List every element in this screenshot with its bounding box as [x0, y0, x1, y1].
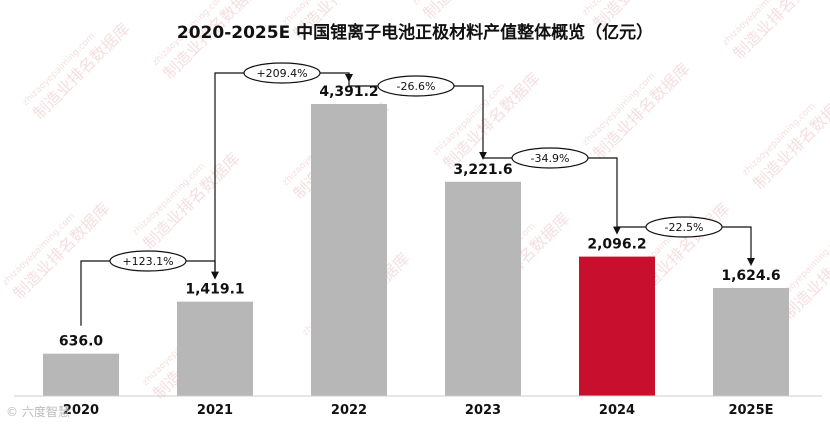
watermark-text: 制造业排名数据库 — [139, 149, 243, 253]
change-connector: -34.9% — [482, 147, 621, 235]
change-pill — [109, 250, 187, 272]
change-label: -26.6% — [397, 80, 436, 93]
bar-2020 — [43, 353, 119, 396]
change-pill — [511, 147, 589, 169]
value-label-2023: 3,221.6 — [453, 162, 512, 178]
watermark-text: 制造业排名数据库 — [29, 19, 133, 123]
bar-2025E — [713, 287, 789, 396]
watermark-text: 制造业排名数据库 — [419, 0, 523, 23]
change-connector: -26.6% — [348, 75, 487, 160]
x-axis-labels: 2020 2021 2022 2023 2024 2025E — [63, 403, 774, 418]
corner-mark: © 六度智慧 — [6, 404, 70, 419]
bar-2023 — [445, 181, 521, 396]
change-connector: -22.5% — [616, 216, 755, 266]
value-label-2025E: 1,624.6 — [721, 268, 780, 284]
watermark-text: 制造业排名数据库 — [749, 89, 830, 193]
change-connectors: +123.1% +209.4% -26.6% -34.9% -22.5% — [80, 62, 755, 326]
change-pill — [243, 62, 321, 84]
change-pill — [645, 216, 723, 238]
x-tick-label-2024: 2024 — [599, 403, 635, 418]
value-label-2022: 4,391.2 — [319, 84, 378, 100]
chart-title: 2020-2025E 中国锂离子电池正极材料产值整体概览（亿元） — [177, 22, 653, 43]
value-labels: 636.0 1,419.1 4,391.2 3,221.6 2,096.2 1,624.6 — [59, 84, 781, 350]
bar-2021 — [177, 301, 253, 396]
watermark-text: 制造业排名数据库 — [9, 199, 113, 303]
x-tick-label-2025E: 2025E — [728, 403, 773, 418]
change-label: -22.5% — [665, 221, 704, 234]
value-label-2021: 1,419.1 — [185, 282, 244, 298]
watermark-text: 制造业排名数据库 — [589, 59, 693, 163]
change-label: -34.9% — [531, 152, 570, 165]
change-pill — [377, 75, 455, 97]
value-label-2020: 636.0 — [59, 334, 104, 350]
value-label-2024: 2,096.2 — [587, 237, 646, 253]
change-connector: +123.1% — [80, 250, 219, 326]
x-tick-label-2022: 2022 — [331, 403, 367, 418]
bar-2024 — [579, 256, 655, 396]
change-connector: +209.4% — [214, 62, 353, 274]
change-label: +123.1% — [122, 255, 173, 268]
x-tick-label-2021: 2021 — [197, 403, 233, 418]
x-tick-label-2023: 2023 — [465, 403, 501, 418]
change-label: +209.4% — [256, 67, 307, 80]
x-tick-label-2020: 2020 — [63, 403, 99, 418]
bars — [43, 104, 789, 396]
bar-2022 — [311, 104, 387, 396]
